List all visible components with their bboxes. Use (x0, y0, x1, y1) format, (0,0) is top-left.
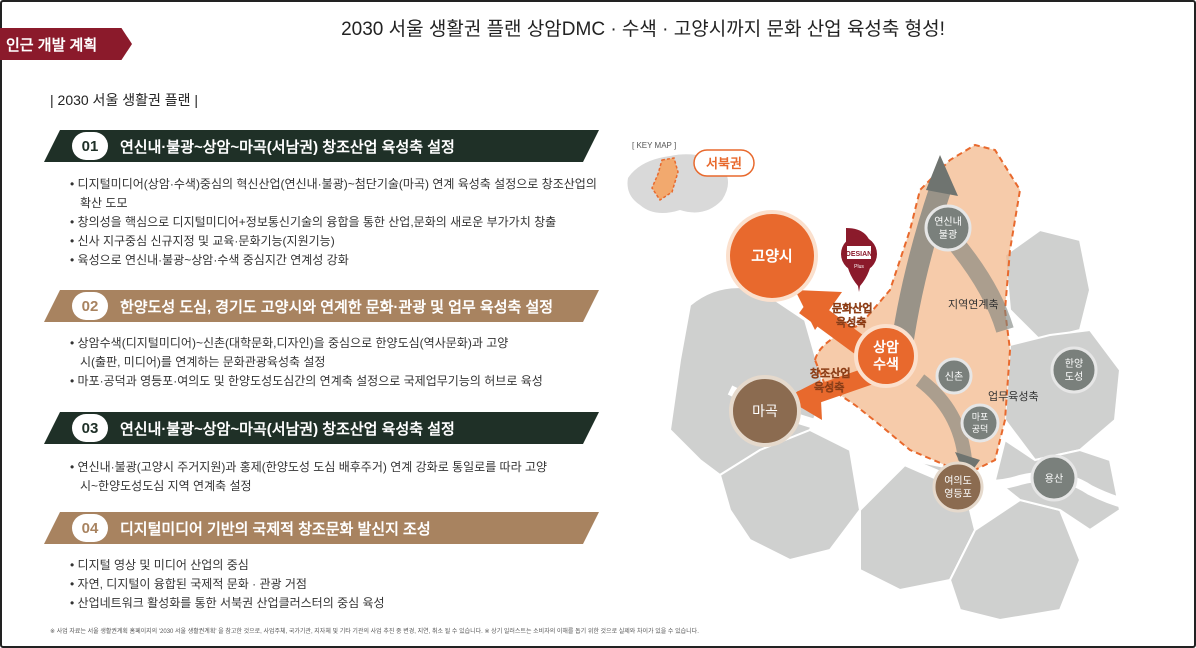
footnote: ※ 사업 자료는 서울 생활권계획 홈페이지의 '2030 서울 생활권계획' … (50, 629, 699, 635)
bullet: 디지털 영상 및 미디어 산업의 중심 (70, 556, 610, 575)
business-axis-label: 업무육성축 (988, 390, 1039, 403)
bullet: 신사 지구중심 신규지정 및 교육·문화기능(지원기능) (70, 232, 610, 251)
plan-item-4-number: 04 (72, 514, 108, 542)
hanyang-label-2: 도성 (1065, 371, 1083, 383)
desian-logo-text: DESIAN (846, 251, 872, 258)
bullet: 육성으로 연신내·불광~상암·수색 중심지간 연계성 강화 (70, 251, 610, 270)
plan-item-2-title: 한양도성 도심, 경기도 고양시와 연계한 문화·관광 및 업무 육성축 설정 (120, 298, 554, 316)
plan-item-3-bullets: 연신내·불광(고양시 주거지원)과 홍제(한양도성 도심 배후주거) 연계 강화… (70, 458, 550, 496)
bullet: 디지털미디어(상암·수색)중심의 혁신산업(연신내·불광)~첨단기술(마곡) 연… (70, 175, 610, 213)
sangam-node (854, 324, 918, 388)
plan-item-1-title: 연신내·불광~상암~마곡(서남권) 창조산업 육성축 설정 (120, 138, 455, 156)
plan-item-3-header: 03 연신내·불광~상암~마곡(서남권) 창조산업 육성축 설정 (44, 412, 599, 444)
plan-item-4-header: 04 디지털미디어 기반의 국제적 창조문화 발신지 조성 (44, 512, 599, 544)
district-dongjak (948, 498, 1082, 622)
creative-axis-arrowhead (785, 380, 822, 420)
plan-item-1-header: 01 연신내·불광~상암~마곡(서남권) 창조산업 육성축 설정 (44, 130, 599, 162)
plan-item-3-number: 03 (72, 414, 108, 442)
bullet: 자연, 디지털이 융합된 국제적 문화 · 관광 거점 (70, 575, 610, 594)
plan-item-4-title: 디지털미디어 기반의 국제적 창조문화 발신지 조성 (120, 520, 431, 538)
hanyang-label-1: 한양 (1065, 358, 1083, 370)
yeonsinnae-label-2: 불광 (939, 229, 957, 241)
magok-node (729, 375, 801, 447)
mapo-label-2: 공덕 (972, 424, 989, 434)
plan-item-2-header: 02 한양도성 도심, 경기도 고양시와 연계한 문화·관광 및 업무 육성축 … (44, 290, 599, 322)
district-seongbuk (1003, 228, 1092, 342)
yongsan-label: 용산 (1045, 473, 1063, 485)
plan-item-3-title: 연신내·불광~상암~마곡(서남권) 창조산업 육성축 설정 (120, 420, 455, 438)
seoul-development-map: [ KEY MAP ] 서북권 문화산업 육성축 창조산업 육성축 지역연계축 … (627, 141, 1171, 622)
plan-item-2-number: 02 (72, 292, 108, 320)
business-axis-south-arrow (915, 374, 972, 461)
creative-axis-label-1: 창조산업 (810, 366, 850, 380)
badge-label: 인근 개발 계획 (6, 36, 98, 54)
desian-logo-sub: Plus (854, 264, 864, 270)
sangam-label-1: 상암 (873, 339, 899, 355)
sangam-label-2: 수색 (873, 356, 899, 372)
sinchon-label: 신촌 (945, 371, 963, 383)
bullet: 상암수색(디지털미디어)~신촌(대학문화,디자인)을 중심으로 한양도심(역사문… (70, 334, 510, 372)
goyang-node (726, 210, 818, 302)
key-map-region-tag (693, 149, 755, 177)
page-headline: 2030 서울 생활권 플랜 상암DMC · 수색 · 고양시까지 문화 산업 … (341, 19, 945, 40)
yeouido-label-1: 여의도 (944, 475, 972, 487)
desian-logo-plate (847, 246, 871, 259)
creative-axis-label-2: 육성축 (814, 380, 844, 394)
hanyang-node (1050, 346, 1098, 394)
culture-axis-label-1: 문화산업 (832, 301, 872, 315)
magok-label: 마곡 (752, 403, 778, 419)
mapo-node (960, 403, 1000, 443)
culture-axis-arrowhead (795, 290, 842, 330)
plan-item-1-bullets: 디지털미디어(상암·수색)중심의 혁신산업(연신내·불광)~첨단기술(마곡) 연… (70, 175, 610, 270)
yeonsinnae-label-1: 연신내 (934, 216, 962, 228)
yeonsinnae-node (924, 204, 972, 252)
mapo-label-1: 마포 (972, 412, 989, 422)
bullet: 창의성을 핵심으로 디지털미디어+정보통신기술의 융합을 통한 산업,문화의 새… (70, 213, 610, 232)
sinchon-node (935, 357, 973, 395)
plan-item-1-number: 01 (72, 132, 108, 160)
region-link-arrowhead (926, 155, 958, 196)
plan-item-4-bullets: 디지털 영상 및 미디어 산업의 중심 자연, 디지털이 융합된 국제적 문화 … (70, 556, 610, 613)
yongsan-node (1030, 454, 1078, 502)
goyang-label: 고양시 (751, 248, 792, 265)
key-map-northwest-highlight (651, 157, 679, 202)
yeouido-node (932, 461, 984, 513)
bullet: 연신내·불광(고양시 주거지원)과 홍제(한양도성 도심 배후주거) 연계 강화… (70, 458, 550, 496)
region-link-axis-label: 지역연계축 (948, 298, 999, 311)
bullet: 마포·공덕과 영등포·여의도 및 한양도성도심간의 연계축 설정으로 국제업무기… (70, 372, 590, 391)
key-map-label: [ KEY MAP ] (632, 141, 676, 150)
plan-item-2-bullets: 상암수색(디지털미디어)~신촌(대학문화,디자인)을 중심으로 한양도심(역사문… (70, 334, 543, 391)
key-map-region-name: 서북권 (706, 156, 742, 171)
nearby-plan-badge: 인근 개발 계획 (0, 28, 132, 60)
section-title: | 2030 서울 생활권 플랜 | (50, 92, 199, 108)
bullet: 산업네트워크 활성화를 통한 서북권 산업클러스터의 중심 육성 (70, 594, 610, 613)
yeouido-label-2: 영등포 (944, 488, 972, 500)
culture-axis-label-2: 육성축 (836, 315, 866, 329)
